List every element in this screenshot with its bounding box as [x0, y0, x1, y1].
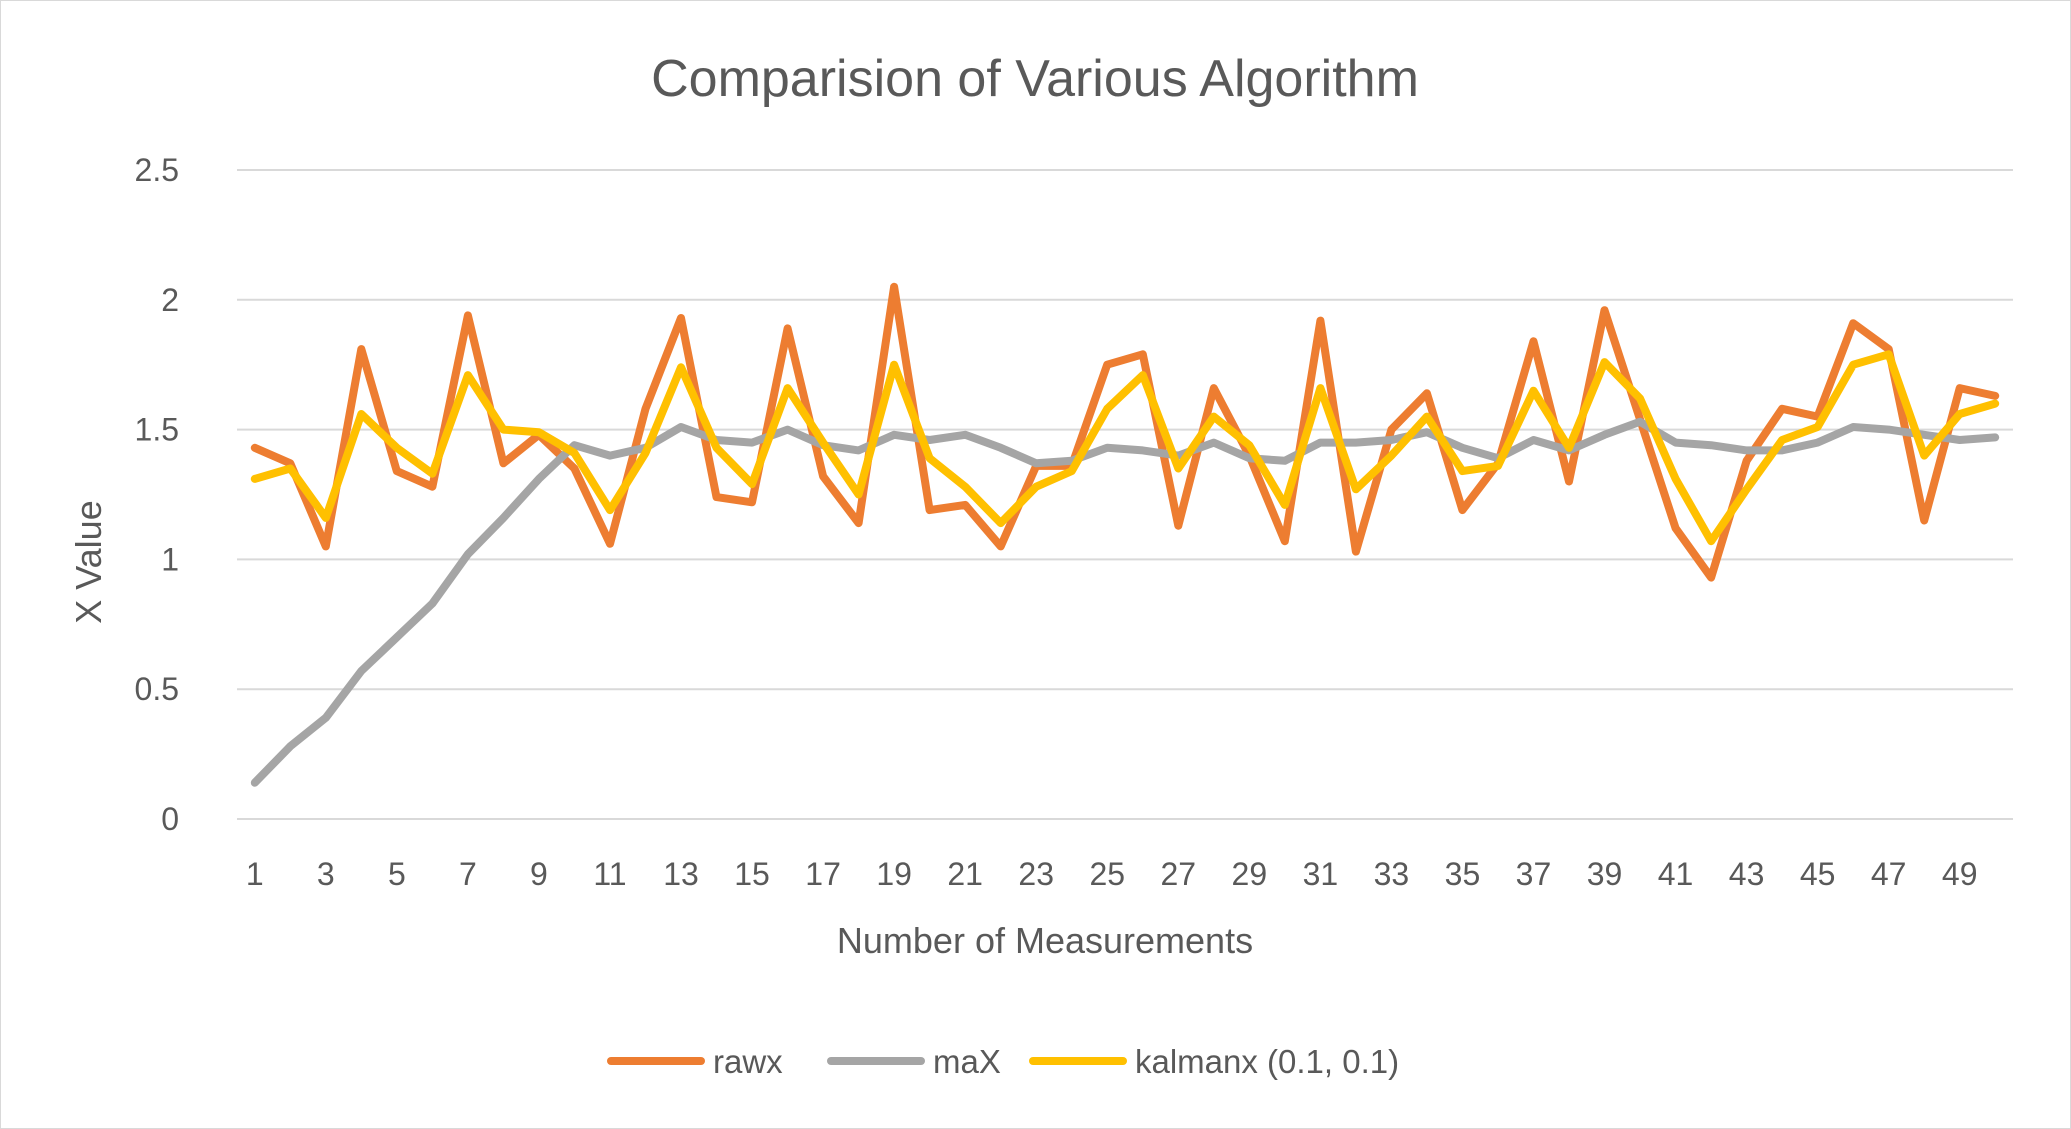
x-tick-label: 19 [876, 856, 912, 892]
legend-label-kalmanx-0-1-0-1: kalmanx (0.1, 0.1) [1135, 1043, 1399, 1080]
y-tick-label: 0 [161, 801, 179, 837]
series-line-max [250, 417, 2000, 787]
x-tick-label: 9 [530, 856, 548, 892]
x-tick-label: 41 [1658, 856, 1694, 892]
x-tick-label: 35 [1445, 856, 1481, 892]
y-tick-label: 2.5 [135, 152, 179, 188]
x-tick-label: 49 [1942, 856, 1978, 892]
x-tick-label: 29 [1232, 856, 1268, 892]
x-tick-label: 27 [1160, 856, 1196, 892]
x-tick-label: 13 [663, 856, 699, 892]
series-lines [250, 282, 2000, 787]
x-tick-label: 31 [1303, 856, 1339, 892]
y-axis-ticks: 0 0.5 1 1.5 2 2.5 [135, 152, 179, 837]
chart-title: Comparision of Various Algorithm [651, 50, 1419, 108]
x-tick-label: 33 [1374, 856, 1410, 892]
x-tick-label: 17 [805, 856, 841, 892]
y-axis-title: X Value [68, 500, 109, 623]
x-tick-label: 11 [593, 856, 626, 892]
x-tick-label: 3 [317, 856, 335, 892]
x-tick-label: 1 [246, 856, 264, 892]
legend-label-rawx: rawx [713, 1043, 783, 1080]
x-tick-label: 25 [1089, 856, 1125, 892]
x-tick-label: 37 [1516, 856, 1552, 892]
x-tick-label: 23 [1018, 856, 1054, 892]
y-tick-label: 1.5 [135, 412, 179, 448]
x-tick-label: 39 [1587, 856, 1623, 892]
x-axis-ticks: 1 3 5 7 9 11 13 15 17 19 21 23 25 27 29 31 33 35 37 39 41 43 4… [246, 856, 1978, 892]
series-line-kalmanx-0-1-0-1 [250, 350, 2000, 546]
x-tick-label: 15 [734, 856, 770, 892]
y-tick-label: 2 [161, 282, 179, 318]
x-tick-label: 5 [388, 856, 406, 892]
x-tick-label: 7 [459, 856, 477, 892]
x-tick-label: 47 [1871, 856, 1907, 892]
y-tick-label: 0.5 [135, 671, 179, 707]
series-line-rawx [250, 282, 2000, 582]
x-axis-title: Number of Measurements [837, 920, 1253, 961]
x-tick-label: 21 [947, 856, 983, 892]
x-tick-label: 45 [1800, 856, 1836, 892]
legend-label-max: maX [933, 1043, 1001, 1080]
legend: rawx maX kalmanx (0.1, 0.1) [607, 1043, 1399, 1080]
x-tick-label: 43 [1729, 856, 1765, 892]
y-tick-label: 1 [161, 541, 179, 577]
